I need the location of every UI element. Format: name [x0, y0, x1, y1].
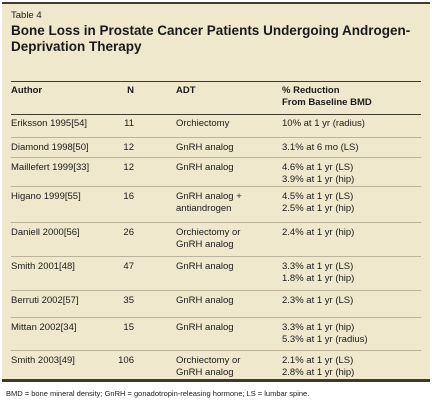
header-reduction: % Reduction From Baseline BMD	[282, 85, 372, 109]
row-divider	[11, 317, 421, 318]
cell-author: Smith 2001[48]	[11, 261, 75, 272]
row-divider	[11, 157, 421, 158]
cell-reduction: 4.6% at 1 yr (LS) 3.9% at 1 yr (hip)	[282, 162, 354, 186]
cell-adt-line2: antiandrogen	[176, 203, 232, 214]
header-top-rule	[11, 81, 421, 82]
header-reduction-line1: % Reduction	[282, 85, 340, 96]
cell-reduction: 3.1% at 6 mo (LS)	[282, 142, 359, 154]
cell-adt: GnRH analog	[176, 142, 234, 154]
cell-n: 12	[123, 142, 134, 153]
cell-author: Eriksson 1995[54]	[11, 118, 88, 129]
cell-reduction: 3.3% at 1 yr (LS) 1.8% at 1 yr (hip)	[282, 261, 354, 285]
cell-reduction-line1: 2.1% at 1 yr (LS)	[282, 355, 354, 366]
row-divider	[11, 256, 421, 257]
cell-reduction: 2.3% at 1 yr (LS)	[282, 295, 353, 307]
cell-reduction-line1: 2.3% at 1 yr (LS)	[282, 295, 354, 306]
cell-reduction-line2: 2.8% at 1 yr (hip)	[282, 367, 355, 378]
cell-reduction-line1: 3.3% at 1 yr (hip)	[282, 322, 355, 333]
cell-reduction-line1: 3.3% at 1 yr (LS)	[282, 261, 354, 272]
cell-adt-line1: GnRH analog +	[176, 191, 242, 202]
cell-reduction-line2: 2.5% at 1 yr (hip)	[282, 203, 355, 214]
header-adt: ADT	[176, 85, 196, 96]
cell-adt: GnRH analog	[176, 162, 234, 174]
cell-author: Maillefert 1999[33]	[11, 162, 90, 173]
cell-adt-line1: Orchiectomy or	[176, 227, 241, 238]
cell-reduction-line1: 3.1% at 6 mo (LS)	[282, 142, 359, 153]
cell-adt-line1: GnRH analog	[176, 261, 234, 272]
header-author: Author	[11, 85, 43, 96]
cell-adt: GnRH analog + antiandrogen	[176, 191, 242, 215]
row-divider	[11, 350, 421, 351]
cell-adt-line1: GnRH analog	[176, 322, 234, 333]
header-bottom-rule	[11, 114, 421, 115]
cell-reduction-line2: 1.8% at 1 yr (hip)	[282, 273, 355, 284]
cell-n: 15	[123, 322, 134, 333]
cell-adt-line1: Orchiectomy	[176, 118, 230, 129]
cell-adt-line1: GnRH analog	[176, 142, 234, 153]
cell-n: 47	[123, 261, 134, 272]
row-divider	[11, 186, 421, 187]
cell-reduction: 2.4% at 1 yr (hip)	[282, 227, 354, 239]
cell-reduction: 2.1% at 1 yr (LS) 2.8% at 1 yr (hip)	[282, 355, 354, 379]
cell-author: Higano 1999[55]	[11, 191, 81, 202]
cell-n: 16	[123, 191, 134, 202]
row-divider	[11, 137, 421, 138]
cell-reduction: 3.3% at 1 yr (hip) 5.3% at 1 yr (radius)	[282, 322, 368, 346]
cell-reduction-line2: 5.3% at 1 yr (radius)	[282, 334, 368, 345]
cell-n: 35	[123, 295, 134, 306]
table-title: Bone Loss in Prostate Cancer Patients Un…	[11, 23, 411, 54]
cell-author: Diamond 1998[50]	[11, 142, 89, 153]
cell-n: 26	[123, 227, 134, 238]
cell-n: 12	[123, 162, 134, 173]
cell-reduction-line2: 3.9% at 1 yr (hip)	[282, 174, 355, 185]
cell-adt: Orchiectomy	[176, 118, 229, 130]
cell-n: 11	[124, 118, 134, 129]
cell-reduction-line1: 4.5% at 1 yr (LS)	[282, 191, 354, 202]
cell-adt-line2: GnRH analog	[176, 367, 234, 378]
cell-reduction-line1: 4.6% at 1 yr (LS)	[282, 162, 354, 173]
cell-author: Berruti 2002[57]	[11, 295, 79, 306]
table-label: Table 4	[11, 10, 42, 21]
cell-reduction: 4.5% at 1 yr (LS) 2.5% at 1 yr (hip)	[282, 191, 354, 215]
cell-adt: GnRH analog	[176, 295, 234, 307]
cell-author: Daniell 2000[56]	[11, 227, 80, 238]
cell-reduction: 10% at 1 yr (radius)	[282, 118, 365, 130]
table-panel: Table 4 Bone Loss in Prostate Cancer Pat…	[2, 2, 430, 382]
cell-adt-line1: GnRH analog	[176, 295, 234, 306]
cell-n: 106	[118, 355, 134, 366]
cell-adt: Orchiectomy or GnRH analog	[176, 227, 240, 251]
cell-adt: GnRH analog	[176, 261, 234, 273]
cell-author: Mittan 2002[34]	[11, 322, 77, 333]
cell-adt-line1: Orchiectomy or	[176, 355, 241, 366]
cell-author: Smith 2003[49]	[11, 355, 75, 366]
row-divider	[11, 290, 421, 291]
header-n: N	[127, 85, 134, 96]
cell-adt: Orchiectomy or GnRH analog	[176, 355, 240, 379]
header-reduction-line2: From Baseline BMD	[282, 97, 372, 108]
cell-adt-line1: GnRH analog	[176, 162, 234, 173]
table-footnote: BMD = bone mineral density; GnRH = gonad…	[6, 389, 310, 398]
cell-adt: GnRH analog	[176, 322, 234, 334]
cell-reduction-line1: 10% at 1 yr (radius)	[282, 118, 365, 129]
row-divider	[11, 222, 421, 223]
cell-reduction-line1: 2.4% at 1 yr (hip)	[282, 227, 355, 238]
cell-adt-line2: GnRH analog	[176, 239, 234, 250]
